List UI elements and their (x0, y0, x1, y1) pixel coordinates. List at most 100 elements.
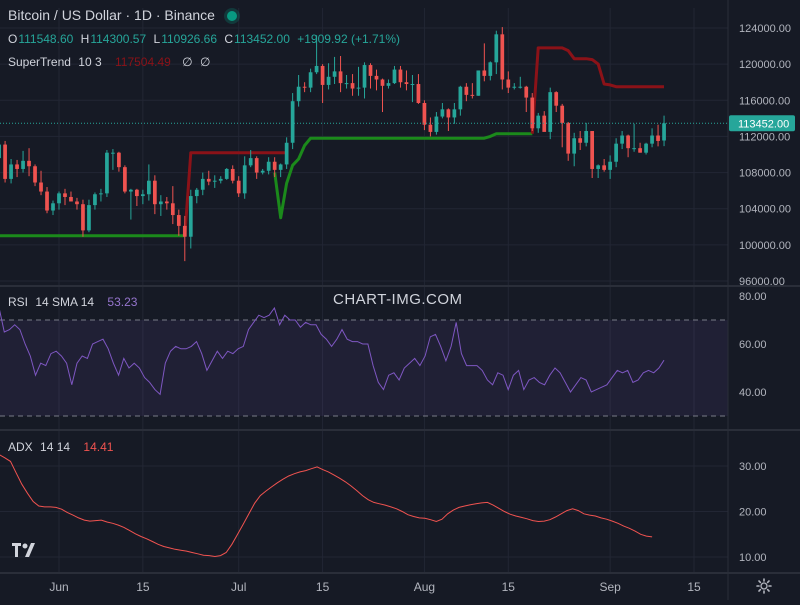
candle-body (644, 143, 648, 153)
candle-body (296, 86, 301, 102)
candle-body (590, 131, 595, 169)
status-dot-icon (226, 11, 237, 22)
low-value: 110926.66 (161, 32, 218, 46)
price-tick-label: 100000.00 (739, 240, 791, 252)
candle-body (350, 83, 355, 89)
candle-body (626, 135, 630, 149)
candle-body (596, 165, 601, 169)
rsi-name[interactable]: RSI (8, 295, 29, 309)
candle-body (272, 161, 277, 170)
watermark: CHART-IMG.COM (333, 291, 463, 308)
adx-tick-label: 20.00 (739, 507, 767, 519)
candle-body (530, 97, 535, 129)
symbol-title[interactable]: Bitcoin / US Dollar · 1D · Binance (8, 7, 215, 23)
candle-body (584, 131, 589, 143)
candle-body (93, 194, 97, 206)
candle-body (452, 109, 457, 118)
symbol-legend[interactable]: Bitcoin / US Dollar · 1D · Binance (8, 7, 241, 23)
supertrend-up-line (273, 132, 533, 220)
candle-body (218, 178, 223, 181)
grid-layer (0, 8, 728, 572)
candle-body (33, 166, 37, 183)
adx-line (0, 454, 653, 558)
axis-layer: Jun 15 Jul 15 Aug 15 Sep 15 96000.00 100000.00 104… (49, 23, 791, 594)
supertrend-down-line (183, 151, 287, 236)
supertrend-layer (0, 46, 664, 238)
open-value: 111548.60 (18, 32, 74, 46)
x-tick-label: 15 (136, 580, 150, 594)
candle-body (410, 84, 415, 86)
high-value: 114300.57 (90, 32, 147, 46)
price-tick-label: 112000.00 (739, 131, 790, 143)
candle-body (236, 180, 241, 194)
candle-body (284, 142, 289, 165)
low-key: L (153, 32, 161, 46)
candle-body (440, 109, 445, 117)
candle-body (422, 102, 427, 125)
candle-body (614, 143, 618, 162)
candle-body (147, 180, 151, 195)
supertrend-name[interactable]: SuperTrend (8, 55, 71, 69)
candle-body (500, 34, 505, 80)
candle-body (135, 189, 139, 197)
rsi-legend[interactable]: RSI 14 SMA 14 53.23 (8, 295, 141, 309)
candle-body (326, 76, 331, 85)
price-tick-label: 104000.00 (739, 204, 791, 216)
candle-body (308, 72, 313, 88)
candle-body (656, 135, 660, 141)
candle-body (398, 69, 403, 83)
price-tick-label: 108000.00 (739, 168, 791, 180)
x-tick-label: 15 (316, 580, 330, 594)
close-key: C (224, 32, 234, 46)
rsi-tick-label: 60.00 (739, 339, 767, 351)
candle-body (320, 65, 325, 85)
candle-body (51, 203, 55, 211)
tradingview-logo-icon[interactable] (11, 541, 37, 559)
candle-body (362, 65, 367, 88)
candle-body (69, 196, 73, 202)
candle-body (566, 122, 571, 154)
candle-body (194, 189, 199, 197)
candle-body (578, 138, 583, 143)
candle-body (536, 115, 541, 129)
supertrend-legend[interactable]: SuperTrend 10 3 117504.49 ∅ ∅ (8, 55, 214, 69)
candle-body (248, 158, 253, 166)
candle-body (518, 86, 523, 88)
supertrend-empty-icon-1: ∅ (182, 55, 193, 69)
candle-body (21, 160, 25, 169)
adx-value: 14.41 (83, 440, 114, 454)
candle-body (404, 82, 409, 85)
adx-tick-label: 30.00 (739, 461, 767, 473)
rsi-tick-label: 40.00 (739, 387, 767, 399)
candle-body (45, 191, 49, 211)
ohlc-legend: O111548.60 H114300.57 L110926.66 C113452… (8, 32, 404, 46)
candle-body (164, 201, 169, 204)
adx-legend[interactable]: ADX 14 14 14.41 (8, 440, 117, 454)
candle-body (458, 86, 463, 110)
candle-body (99, 193, 103, 195)
candle-body (158, 201, 163, 205)
candle-body (0, 144, 1, 159)
adx-name[interactable]: ADX (8, 440, 33, 454)
supertrend-params: 10 3 (78, 55, 102, 69)
candle-body (123, 167, 127, 192)
x-tick-label: 15 (687, 580, 701, 594)
candles-layer (0, 27, 666, 262)
price-tick-label: 96000.00 (739, 276, 785, 288)
high-key: H (80, 32, 90, 46)
rsi-layer (0, 306, 665, 396)
candle-body (63, 193, 67, 197)
candle-body (206, 178, 211, 182)
candle-body (488, 62, 493, 76)
candle-body (129, 189, 133, 192)
supertrend-empty-icon-2: ∅ (199, 55, 211, 69)
price-tick-label: 124000.00 (739, 23, 791, 35)
candle-body (75, 201, 79, 205)
gear-icon[interactable] (756, 578, 772, 594)
rsi-line (0, 306, 665, 396)
candle-body (386, 83, 391, 86)
last-price-box (729, 115, 795, 132)
candle-body (494, 34, 499, 63)
